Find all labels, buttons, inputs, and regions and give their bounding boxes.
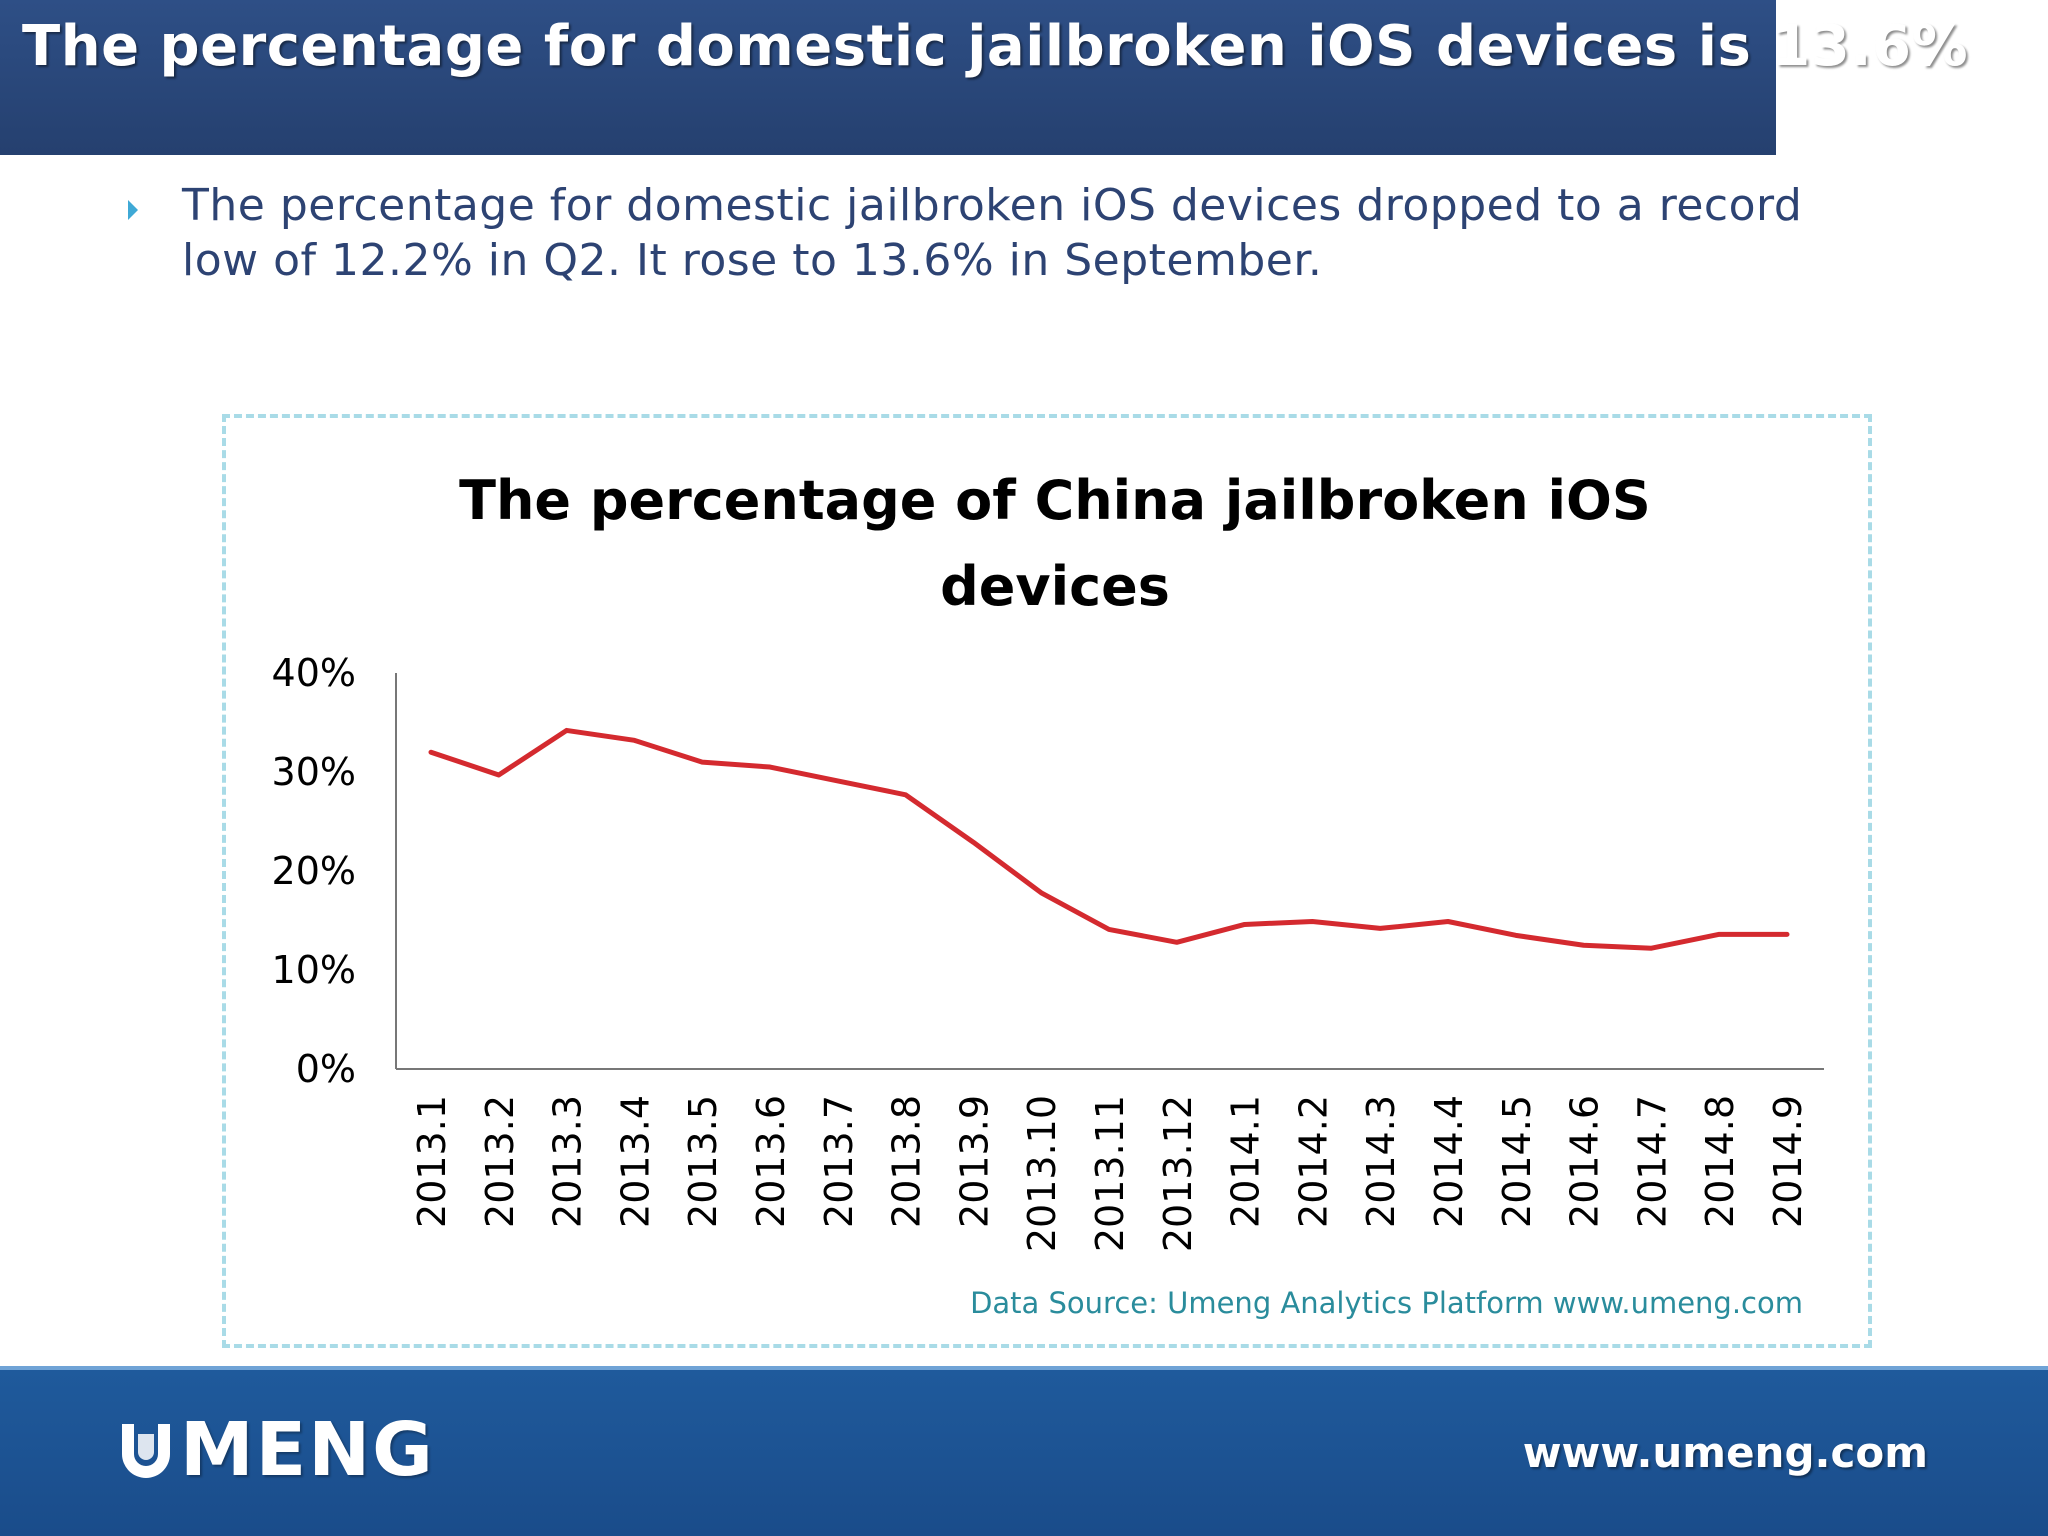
x-tick-label: 2013.7 (817, 1095, 861, 1228)
data-point (904, 793, 908, 797)
data-source-note: Data Source: Umeng Analytics Platform ww… (970, 1286, 1803, 1320)
x-tick-label: 2013.9 (952, 1095, 996, 1228)
y-tick-label: 10% (272, 948, 356, 992)
data-point (497, 773, 501, 777)
x-tick-label: 2013.6 (749, 1095, 793, 1228)
data-point (971, 840, 975, 844)
line-chart: 0% 10% 20% 30% 40% 2013.1 2013.2 2013.3 2013.4 20… (272, 651, 1824, 1252)
data-point (1310, 919, 1314, 923)
data-point (1785, 932, 1789, 936)
logo-text: MENG (180, 1407, 435, 1493)
data-point (632, 738, 636, 742)
data-point (1649, 946, 1653, 950)
y-tick-label: 40% (272, 651, 356, 695)
data-point (1582, 943, 1586, 947)
x-tick-label: 2013.4 (613, 1095, 657, 1228)
data-point (429, 750, 433, 754)
data-point (1107, 927, 1111, 931)
slide-title: The percentage for domestic jailbroken i… (22, 14, 1969, 79)
x-tick-label: 2014.7 (1630, 1095, 1674, 1228)
data-point (1514, 933, 1518, 937)
x-tick-label: 2013.5 (681, 1095, 725, 1228)
chart-frame (222, 414, 1872, 1348)
series-line (428, 727, 1790, 951)
x-tick-label: 2014.4 (1427, 1095, 1471, 1228)
x-tick-label: 2013.3 (546, 1095, 590, 1228)
x-tick-label: 2014.6 (1563, 1095, 1607, 1228)
y-tick-label: 20% (272, 849, 356, 893)
x-tick-label: 2013.11 (1088, 1095, 1132, 1252)
x-tick-label: 2014.3 (1359, 1095, 1403, 1228)
data-point (1175, 940, 1179, 944)
data-point (1446, 919, 1450, 923)
x-tick-label: 2014.1 (1224, 1095, 1268, 1228)
x-tick-label: 2013.8 (885, 1095, 929, 1228)
data-point (768, 765, 772, 769)
x-tick-label: 2013.10 (1020, 1095, 1064, 1252)
data-point (1039, 891, 1043, 895)
title-bar: The percentage for domestic jailbroken i… (0, 0, 1968, 155)
y-tick-label: 0% (296, 1047, 356, 1091)
data-point (700, 760, 704, 764)
footer-bar (0, 1366, 2048, 1536)
data-point (1378, 926, 1382, 930)
data-point (1243, 922, 1247, 926)
triangle-bullet-icon (128, 200, 138, 220)
y-tick-label: 30% (272, 750, 356, 794)
data-point (565, 728, 569, 732)
x-tick-label: 2014.2 (1291, 1095, 1335, 1228)
x-tick-label: 2013.2 (478, 1095, 522, 1228)
x-tick-label: 2014.5 (1495, 1095, 1539, 1228)
x-tick-label: 2013.12 (1156, 1095, 1200, 1252)
data-point (836, 779, 840, 783)
x-tick-label: 2013.1 (410, 1095, 454, 1228)
x-tick-label: 2014.9 (1766, 1095, 1810, 1228)
footer-url: www.umeng.com (1522, 1428, 1928, 1477)
bullet-text: The percentage for domestic jailbroken i… (182, 180, 1803, 286)
umeng-logo: MENG (118, 1407, 435, 1493)
chart-title: The percentage of China jailbroken iOS d… (459, 469, 1651, 618)
umeng-u-icon (122, 1424, 170, 1478)
x-tick-label: 2014.8 (1698, 1095, 1742, 1228)
data-point (1717, 932, 1721, 936)
